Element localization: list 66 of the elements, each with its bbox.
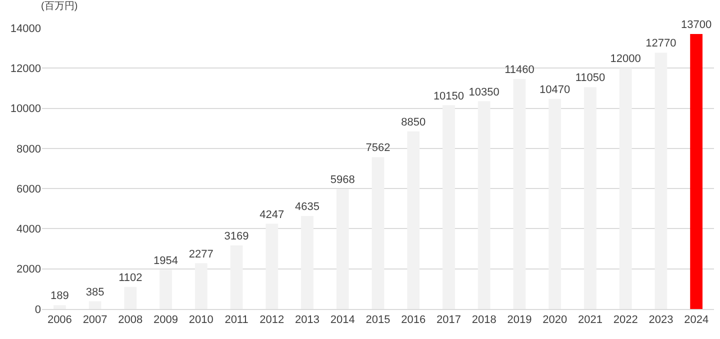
bar	[407, 131, 420, 309]
data-label: 1954	[154, 254, 178, 267]
bar	[690, 34, 703, 309]
x-tick-label: 2017	[436, 314, 461, 326]
data-label: 2277	[188, 248, 214, 260]
data-label: 1102	[118, 272, 142, 284]
data-label: 4635	[295, 200, 320, 213]
data-label: 10350	[468, 86, 500, 98]
bar	[88, 301, 102, 309]
bar	[266, 224, 278, 309]
x-tick-label: 2012	[260, 314, 284, 326]
x-tick-label: 2007	[82, 314, 108, 326]
x-tick-label: 2008	[118, 314, 143, 326]
data-label: 385	[86, 286, 104, 298]
data-label: 7562	[366, 142, 390, 154]
y-tick-label: 12000	[10, 62, 41, 75]
data-label: 5968	[330, 174, 355, 186]
data-label: 12770	[646, 38, 676, 50]
data-label: 3169	[224, 230, 249, 242]
bar	[584, 87, 596, 309]
bar	[230, 245, 243, 309]
x-tick-label: 2015	[366, 314, 390, 326]
x-tick-label: 2024	[684, 314, 709, 326]
data-label: 8850	[401, 116, 426, 128]
x-tick-label: 2006	[47, 314, 72, 326]
bar	[478, 101, 490, 309]
bar	[372, 157, 384, 309]
x-tick-label: 2013	[295, 314, 320, 326]
bar	[619, 68, 632, 309]
bar	[53, 305, 66, 309]
data-label: 4247	[260, 208, 284, 221]
bar	[654, 52, 668, 309]
x-tick-label: 2019	[507, 314, 532, 326]
bar	[124, 286, 137, 309]
y-tick-label: 6000	[16, 183, 41, 196]
bar	[548, 98, 562, 309]
y-axis-title: (百万円)	[41, 1, 78, 12]
bar	[301, 216, 314, 309]
bar	[442, 105, 455, 309]
bar	[513, 78, 526, 309]
data-label: 10470	[540, 84, 570, 96]
bar	[336, 189, 349, 309]
x-tick-label: 2011	[224, 314, 248, 326]
data-label: 11460	[504, 64, 534, 76]
bar	[194, 263, 208, 309]
y-tick-label: 14000	[10, 22, 41, 35]
y-tick-label: 8000	[16, 143, 41, 156]
x-tick-label: 2022	[613, 314, 638, 326]
y-tick-label: 0	[34, 304, 41, 316]
data-label: 10150	[433, 90, 464, 102]
data-label: 13700	[681, 19, 712, 32]
x-tick-label: 2020	[542, 314, 568, 326]
data-label: 11050	[575, 72, 606, 84]
data-label: 189	[50, 290, 69, 302]
y-tick-label: 10000	[10, 103, 41, 116]
x-tick-label: 2010	[188, 314, 214, 326]
x-tick-label: 2016	[401, 314, 426, 326]
y-tick-label: 2000	[16, 264, 41, 276]
x-tick-label: 2023	[648, 314, 674, 326]
data-label: 12000	[610, 53, 641, 66]
x-tick-label: 2009	[154, 314, 178, 326]
x-tick-label: 2014	[330, 314, 355, 326]
x-tick-label: 2018	[472, 314, 496, 326]
y-tick-label: 4000	[16, 224, 41, 236]
x-tick-label: 2021	[578, 314, 602, 326]
bar	[160, 270, 172, 309]
